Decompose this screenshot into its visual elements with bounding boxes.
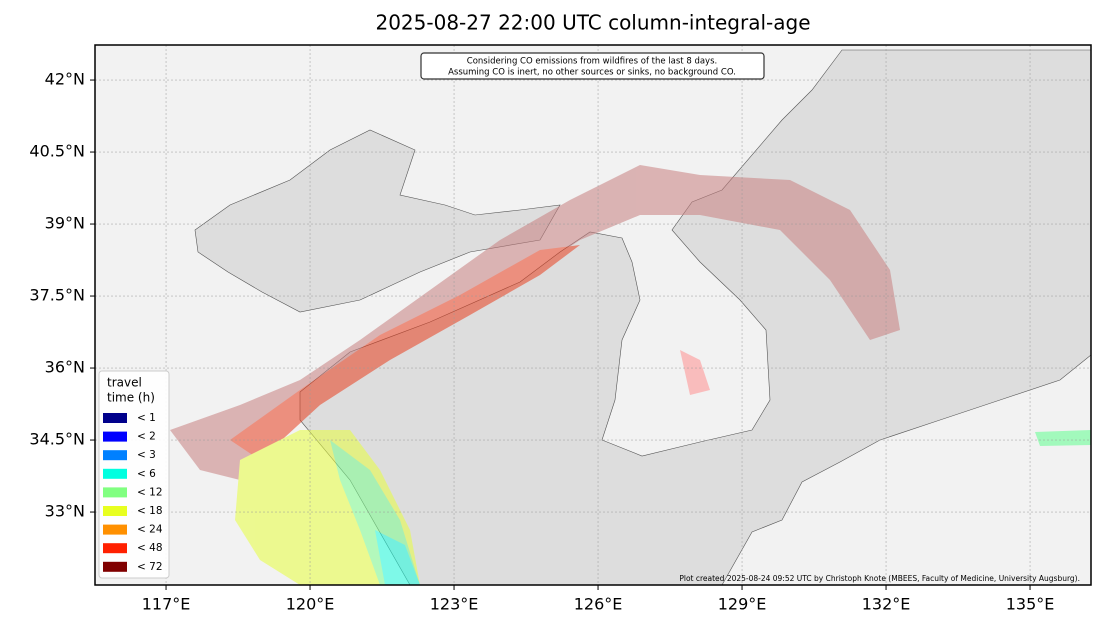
y-tick-label: 37.5°N [29, 286, 85, 305]
y-tick-label: 42°N [45, 70, 85, 89]
map-title: 2025-08-27 22:00 UTC column-integral-age [375, 11, 810, 35]
plume [170, 165, 1091, 585]
bohai-sea [194, 129, 561, 313]
plot-frame [94, 44, 1092, 586]
legend-title: time (h) [107, 391, 155, 405]
legend-label: < 2 [137, 431, 156, 443]
x-tick-label: 117°E [142, 595, 191, 614]
legend-label: < 18 [137, 505, 163, 517]
y-tick-label: 36°N [45, 358, 85, 377]
legend-label: < 48 [137, 542, 163, 554]
y-tick-label: 40.5°N [29, 142, 85, 161]
x-tick-label: 120°E [286, 595, 335, 614]
x-tick-label: 123°E [430, 595, 479, 614]
x-tick-label: 132°E [862, 595, 911, 614]
legend-label: < 12 [137, 486, 163, 498]
legend-swatch [103, 487, 127, 498]
legend-swatch [103, 506, 127, 516]
legend-label: < 72 [137, 561, 163, 573]
ticks: 117°E 120°E 123°E 126°E 129°E 132°E 135°E 33°N 3… [29, 70, 1054, 614]
legend-swatch [103, 543, 127, 554]
legend-swatch [103, 561, 127, 572]
legend-swatch [103, 413, 127, 423]
y-tick-label: 39°N [45, 214, 85, 233]
legend-swatch [103, 431, 127, 442]
note-line: Assuming CO is inert, no other sources o… [448, 68, 736, 78]
legend-label: < 6 [137, 468, 156, 480]
x-tick-label: 135°E [1006, 595, 1055, 614]
y-tick-label: 34.5°N [29, 430, 85, 449]
legend-label: < 24 [137, 524, 163, 536]
x-tick-label: 129°E [718, 595, 767, 614]
grid [95, 45, 1091, 585]
map-area [95, 45, 1091, 585]
legend-swatch [103, 524, 127, 535]
legend-label: < 3 [137, 449, 156, 461]
legend-swatch [103, 468, 127, 479]
x-tick-label: 126°E [574, 595, 623, 614]
legend-title: travel [107, 376, 142, 390]
legend-swatch [103, 450, 127, 461]
y-tick-label: 33°N [45, 502, 85, 521]
credit: Plot created 2025-08-24 09:52 UTC by Chr… [679, 574, 1080, 583]
note-box [420, 52, 765, 80]
legend-label: < 1 [137, 412, 156, 424]
note-line: Considering CO emissions from wildfires … [467, 57, 717, 67]
